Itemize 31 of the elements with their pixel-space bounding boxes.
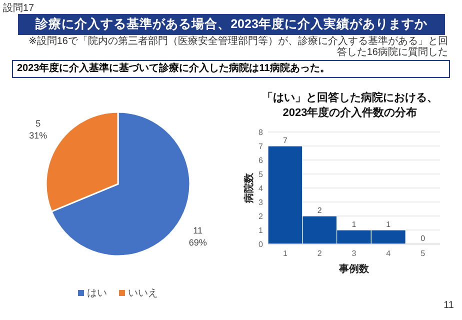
- x-axis-title: 事例数: [338, 263, 370, 275]
- x-tick-label: 2: [317, 249, 322, 258]
- y-tick-label: 8: [258, 128, 264, 137]
- data-label: 7: [282, 136, 288, 145]
- y-tick-label: 4: [258, 184, 264, 193]
- legend-label: はい: [87, 288, 107, 299]
- y-tick-label: 7: [258, 142, 264, 151]
- y-axis-title: 病院数: [243, 172, 255, 204]
- text: 2023年度に介入基準に基づいて診療に介入した病院は11病院あった。: [12, 60, 450, 78]
- y-tick-label: 1: [258, 226, 264, 235]
- data-label: 1: [386, 220, 392, 229]
- x-tick-label: 3: [352, 249, 357, 258]
- x-tick-label: 5: [420, 249, 426, 258]
- chart-title: 「はい」と回答した病院における、 2023年度の介入件数の分布: [262, 91, 438, 119]
- x-tick-label: 4: [386, 249, 392, 258]
- data-label: 2: [317, 206, 322, 215]
- data-label: 1: [352, 220, 357, 229]
- y-tick-label: 3: [258, 198, 264, 207]
- y-tick-label: 6: [258, 156, 264, 165]
- legend-label: いいえ: [128, 288, 158, 299]
- text: 設問17: [3, 2, 34, 15]
- text: 11: [444, 300, 454, 311]
- y-tick-label: 5: [258, 170, 264, 179]
- text: 診療に介入する基準がある場合、2023年度に介入実績がありますか: [18, 14, 445, 35]
- data-label: 5 31%: [29, 118, 48, 141]
- text: ※設問16で「院内の第三者部門（医療安全管理部門等）が、診療に介入する基準がある」と回答した16病院に質問した: [27, 36, 448, 58]
- y-tick-label: 0: [258, 240, 264, 249]
- data-label: 11 69%: [188, 225, 207, 248]
- x-tick-label: 1: [282, 249, 288, 258]
- y-tick-label: 2: [258, 212, 264, 221]
- data-label: 0: [420, 234, 426, 243]
